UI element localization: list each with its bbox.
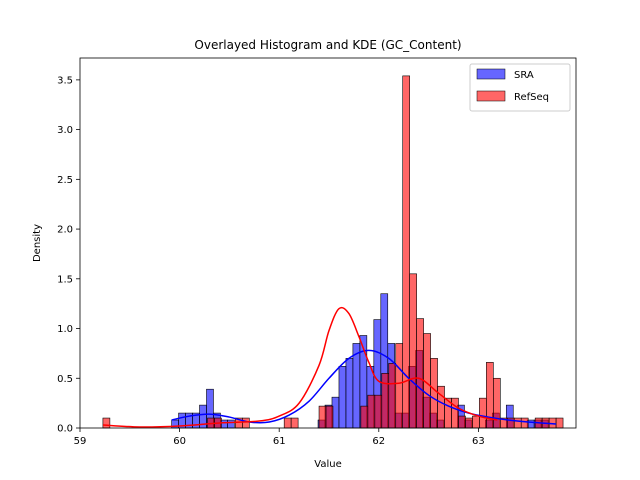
- bar-refseq: [513, 417, 522, 429]
- bar-sra: [345, 358, 354, 429]
- x-tick-label: 61: [273, 436, 286, 447]
- bar-refseq: [102, 417, 111, 429]
- bar-refseq: [409, 273, 417, 429]
- x-axis-label: Value: [314, 459, 341, 470]
- y-tick-label: 0.0: [57, 424, 73, 435]
- y-tick-label: 2.5: [57, 175, 73, 186]
- y-axis-ticks: 0.0 0.5 1.0 1.5 2.0 2.5 3.0 3.5: [57, 75, 80, 435]
- y-tick-label: 1.5: [57, 274, 73, 285]
- axes-background: [80, 58, 576, 428]
- bar-refseq: [520, 417, 529, 429]
- bar-refseq: [479, 397, 487, 429]
- bar-refseq: [367, 394, 376, 429]
- legend-label-refseq: RefSeq: [514, 92, 549, 103]
- y-axis-label: Density: [32, 224, 43, 262]
- chart-title: Overlayed Histogram and KDE (GC_Content): [194, 38, 461, 52]
- bar-sra: [338, 366, 347, 429]
- bar-refseq: [451, 397, 459, 429]
- bar-refseq: [325, 405, 334, 429]
- kde-layer: [102, 306, 557, 428]
- bar-refseq: [395, 343, 404, 429]
- legend-swatch-refseq: [476, 90, 506, 102]
- x-tick-label: 63: [472, 436, 485, 447]
- bar-refseq: [555, 417, 564, 429]
- bar-refseq: [430, 358, 438, 429]
- bar-refseq: [381, 372, 390, 429]
- bar-refseq: [374, 394, 383, 429]
- bar-refseq: [318, 405, 327, 429]
- bar-refseq: [465, 417, 473, 429]
- plot-area: [79, 57, 577, 429]
- kde-line-refseq: [102, 306, 498, 428]
- bar-refseq: [388, 363, 397, 429]
- bar-refseq: [283, 417, 292, 429]
- y-tick-label: 3.5: [57, 75, 73, 86]
- y-tick-label: 0.5: [57, 374, 73, 385]
- series-refseq-bars: [102, 75, 564, 429]
- legend-label-sra: SRA: [514, 70, 534, 81]
- bar-refseq: [416, 318, 424, 429]
- kde-line-sra: [171, 349, 557, 425]
- x-tick-label: 59: [74, 436, 87, 447]
- y-tick-label: 1.0: [57, 324, 73, 335]
- x-tick-label: 62: [372, 436, 385, 447]
- x-tick-label: 60: [173, 436, 186, 447]
- bar-refseq: [472, 415, 480, 429]
- bar-refseq: [360, 405, 369, 429]
- x-axis-ticks: 59 60 61 62 63: [74, 428, 485, 447]
- bar-sra: [352, 343, 361, 429]
- bar-refseq: [242, 417, 250, 429]
- y-tick-label: 2.0: [57, 225, 73, 236]
- bar-sra: [227, 419, 235, 429]
- legend: SRA RefSeq: [469, 63, 571, 112]
- bar-refseq: [458, 415, 466, 429]
- y-tick-label: 3.0: [57, 125, 73, 136]
- axes-frame: [79, 57, 577, 429]
- bar-refseq: [290, 417, 299, 429]
- legend-swatch-sra: [476, 68, 506, 80]
